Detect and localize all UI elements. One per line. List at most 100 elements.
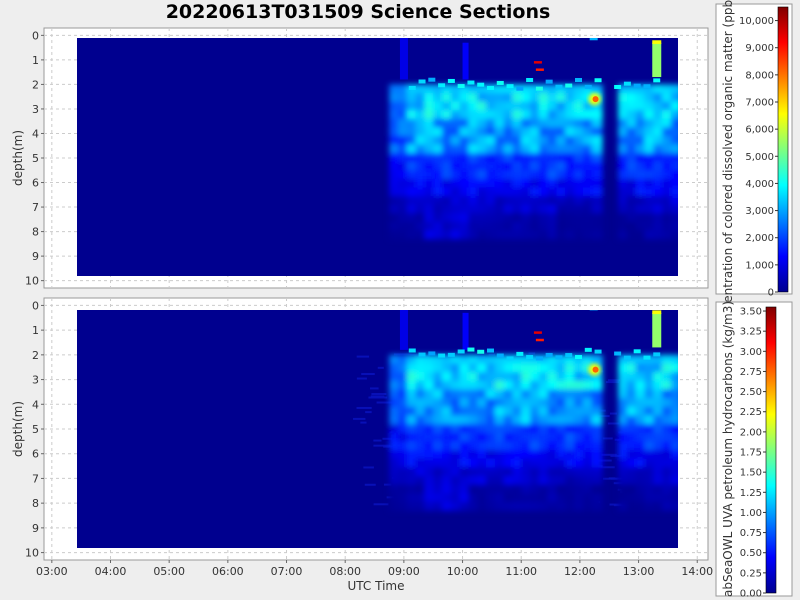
heatmap-cell xyxy=(592,84,603,93)
heatmap-cell xyxy=(624,82,631,86)
y-tick-label: 2 xyxy=(32,78,39,91)
heatmap-cell xyxy=(477,83,484,87)
heatmap-cell xyxy=(516,87,523,91)
heatmap-cell xyxy=(592,467,603,476)
y-tick-label: 2 xyxy=(32,349,39,362)
y-tick-label: 9 xyxy=(32,250,39,263)
heatmap-cell xyxy=(585,85,592,89)
heatmap-cell xyxy=(487,349,494,353)
y-tick-label: 3 xyxy=(32,103,39,116)
chart-panel-2: 012345678910depth(m)03:00 04:00 05:00 06:00… xyxy=(11,298,713,593)
heatmap-cell xyxy=(592,389,603,398)
y-tick-label: 4 xyxy=(32,127,39,140)
heatmap-cell xyxy=(370,387,379,389)
y-tick-label: 5 xyxy=(32,152,39,165)
heatmap-streak xyxy=(536,339,544,341)
heatmap-cell xyxy=(467,81,474,85)
heatmap-cell xyxy=(592,119,603,128)
heatmap-cell xyxy=(448,79,455,83)
colorbar-label: entration of colored dissolved organic m… xyxy=(721,0,735,303)
colorbar-tick-label: 0.25 xyxy=(740,568,762,579)
x-tick-label: 13:00 xyxy=(623,565,655,578)
heatmap-cell xyxy=(487,86,494,90)
heatmap-cell xyxy=(592,196,603,205)
x-axis-label: UTC Time xyxy=(348,579,405,593)
y-tick-label: 8 xyxy=(32,226,39,239)
heatmap-cell xyxy=(592,424,603,433)
colorbar-tick-label: 0 xyxy=(768,288,774,299)
heatmap-cell xyxy=(575,355,582,359)
heatmap-cell xyxy=(595,350,602,354)
heatmap-cell xyxy=(592,127,603,136)
heatmap-cell xyxy=(643,356,650,360)
heatmap-cell xyxy=(565,84,572,88)
heatmap-cell xyxy=(360,422,366,424)
x-tick-label: 12:00 xyxy=(564,565,596,578)
y-tick-label: 5 xyxy=(32,423,39,436)
heatmap-cell xyxy=(592,162,603,171)
x-tick-label: 03:00 xyxy=(36,565,68,578)
heatmap-cell xyxy=(419,353,426,357)
heatmap-cell xyxy=(592,110,603,119)
heatmap-cell xyxy=(592,407,603,416)
colorbar-tick-label: 1.50 xyxy=(740,468,762,479)
colorbar-gradient xyxy=(778,7,788,292)
heatmap-cell xyxy=(592,459,603,468)
heatmap-streak xyxy=(400,37,408,80)
heatmap-cell xyxy=(409,348,416,352)
heatmap-cell xyxy=(634,84,641,88)
colorbar-tick-label: 2.25 xyxy=(740,407,762,418)
colorbar-1: 01,0002,0003,0004,0005,0006,0007,0008,00… xyxy=(716,0,792,303)
heatmap-cell xyxy=(603,437,613,439)
heatmap-cell xyxy=(353,418,365,420)
colorbar-tick-label: 3,000 xyxy=(745,206,774,217)
heatmap-cell xyxy=(409,86,416,90)
heatmap-cell xyxy=(592,222,603,231)
heatmap-cell xyxy=(536,87,543,91)
heatmap-cell xyxy=(507,84,514,88)
x-tick-label: 14:00 xyxy=(681,565,713,578)
chart-panel-1: 012345678910depth(m) xyxy=(11,28,708,288)
x-tick-label: 05:00 xyxy=(153,565,185,578)
heatmap-cell xyxy=(610,413,617,415)
y-tick-label: 1 xyxy=(32,54,39,67)
heatmap-cell xyxy=(592,355,603,364)
heatmap-cell xyxy=(546,80,553,84)
heatmap-hotspot xyxy=(593,367,599,373)
heatmap-cell xyxy=(458,349,465,353)
heatmap-cell xyxy=(592,485,603,494)
heatmap-cell xyxy=(653,352,660,356)
heatmap-cell xyxy=(602,454,617,456)
heatmap-cell xyxy=(585,348,592,352)
heatmap-cell xyxy=(526,78,533,82)
heatmap-cell xyxy=(614,85,621,89)
heatmap-cell xyxy=(565,353,572,357)
heatmap-cell xyxy=(555,355,562,359)
heatmap-cell xyxy=(529,352,536,354)
y-tick-label: 7 xyxy=(32,472,39,485)
colorbar-tick-label: 5,000 xyxy=(745,152,774,163)
y-tick-label: 6 xyxy=(32,448,39,461)
heatmap-cell xyxy=(592,230,603,239)
heatmap-streak xyxy=(400,307,408,350)
colorbar-tick-label: 1.00 xyxy=(740,508,762,519)
heatmap-cell xyxy=(526,355,533,359)
heatmap-streak xyxy=(463,313,469,350)
heatmap-streak xyxy=(652,40,661,44)
heatmap-streak xyxy=(652,310,661,314)
heatmap-cell xyxy=(555,85,562,89)
colorbar-tick-label: 0.75 xyxy=(740,528,762,539)
heatmap-cell xyxy=(374,503,389,505)
y-axis-label: depth(m) xyxy=(11,130,25,186)
heatmap-cell xyxy=(516,352,523,356)
y-tick-label: 1 xyxy=(32,324,39,337)
heatmap-cell xyxy=(592,398,603,407)
heatmap-cell xyxy=(595,78,602,82)
heatmap-cell xyxy=(357,407,372,409)
heatmap-streak xyxy=(652,43,661,77)
colorbar-gradient xyxy=(766,307,776,593)
heatmap-cell xyxy=(608,423,619,425)
heatmap-cell xyxy=(458,84,465,88)
x-tick-label: 10:00 xyxy=(447,565,479,578)
